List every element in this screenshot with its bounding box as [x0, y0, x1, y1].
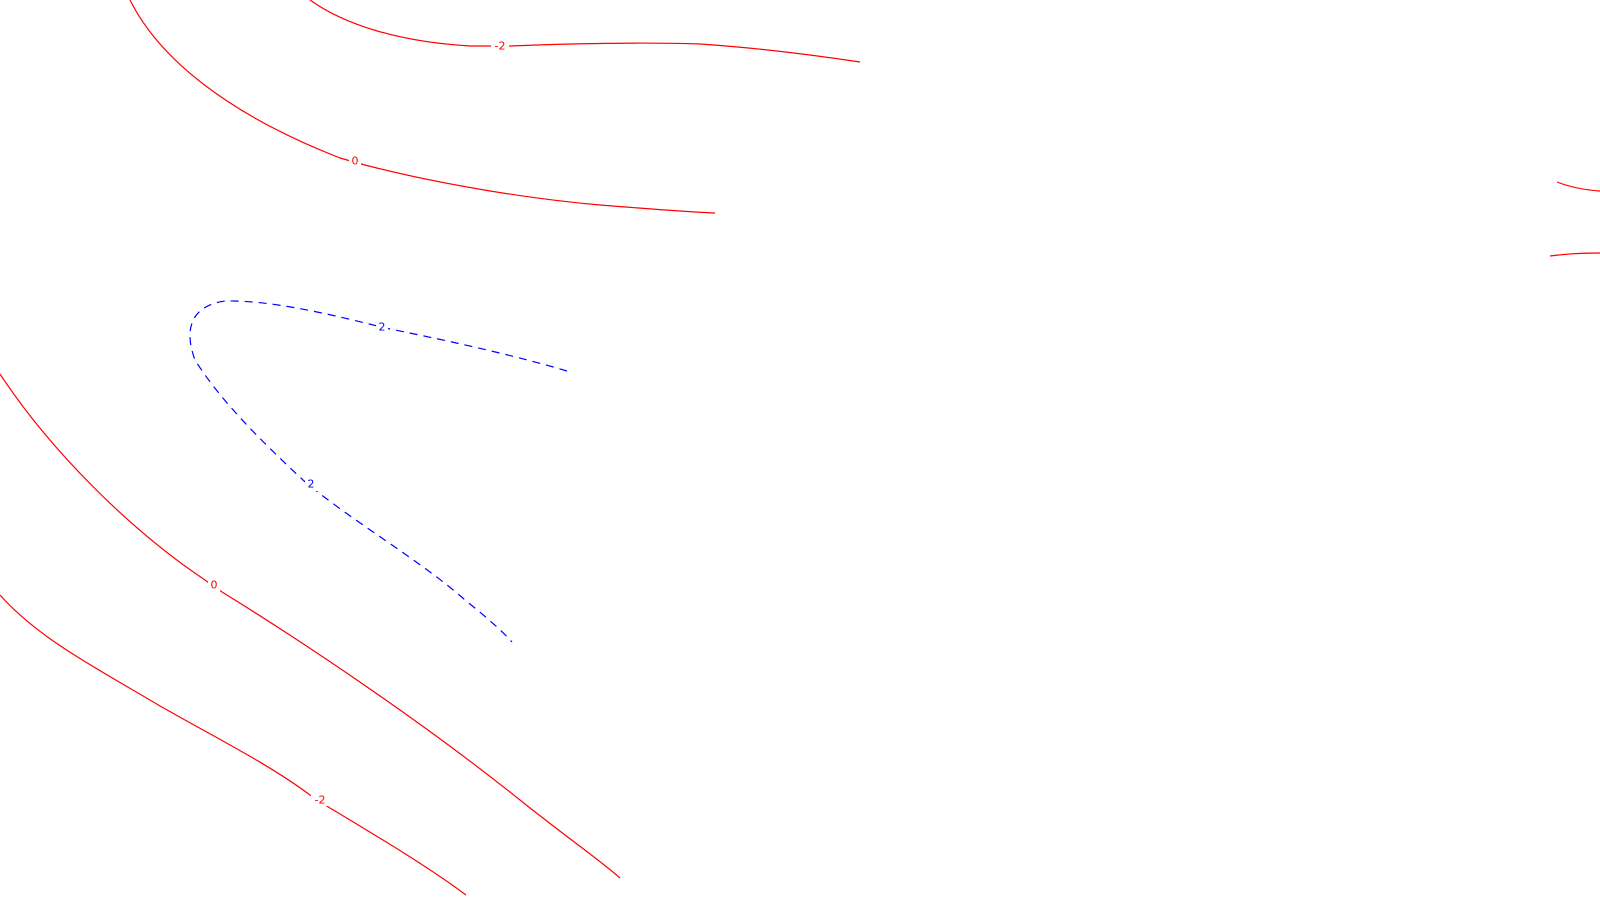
contour-line-pos2: [189, 300, 568, 643]
contour-line-zero-bottom: [0, 373, 621, 879]
contour-label-pos2-upper: 2: [379, 321, 386, 334]
contour-line-neg2-top: [309, 0, 861, 63]
contour-line-neg2-bottom: [0, 594, 467, 896]
label-mask-neg2-bottom: [311, 793, 329, 806]
contour-label-neg2-bottom: -2: [315, 794, 326, 807]
contour-label-pos2-lower: 2: [308, 478, 315, 491]
contour-label-zero-bottom: 0: [211, 579, 218, 592]
label-mask-pos2-upper: [376, 320, 388, 333]
label-mask-neg2-top: [491, 40, 509, 53]
label-mask-zero-top: [349, 155, 361, 168]
contour-label-neg2-top: -2: [495, 40, 506, 53]
contour-label-zero-top: 0: [352, 155, 359, 168]
contour-line-zero-top: [129, 0, 716, 214]
label-mask-zero-bottom: [208, 579, 220, 592]
contour-line-right-edge-lower: [1549, 252, 1600, 257]
contour-line-right-edge-upper: [1556, 181, 1600, 192]
label-mask-pos2-lower: [305, 478, 317, 491]
